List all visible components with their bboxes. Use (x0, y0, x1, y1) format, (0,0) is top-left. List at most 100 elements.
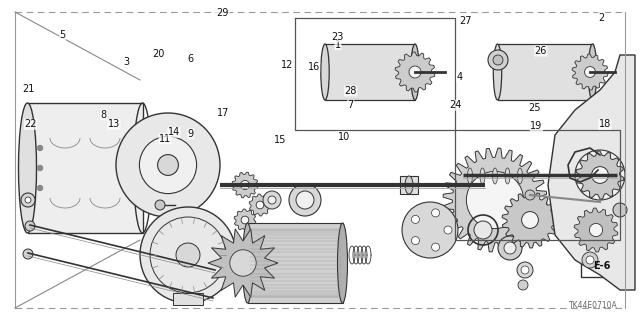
Text: 10: 10 (338, 132, 351, 142)
Circle shape (263, 191, 281, 209)
Bar (173, 293, 203, 305)
Circle shape (38, 145, 42, 151)
Circle shape (412, 215, 419, 223)
Circle shape (584, 67, 595, 78)
Circle shape (504, 242, 516, 254)
Circle shape (241, 181, 250, 189)
Text: 20: 20 (152, 49, 165, 59)
Text: 8: 8 (100, 110, 107, 120)
Polygon shape (574, 208, 618, 252)
Ellipse shape (411, 44, 419, 100)
Polygon shape (548, 55, 635, 290)
Text: 23: 23 (332, 32, 344, 42)
Circle shape (467, 171, 524, 229)
Circle shape (591, 167, 609, 183)
Circle shape (589, 223, 603, 237)
Circle shape (25, 197, 31, 203)
Circle shape (116, 113, 220, 217)
Circle shape (588, 163, 612, 187)
Polygon shape (502, 192, 558, 248)
Bar (248, 223, 342, 303)
Text: 25: 25 (528, 103, 541, 114)
Text: 6: 6 (188, 54, 194, 64)
Text: 27: 27 (460, 16, 472, 26)
Circle shape (582, 252, 598, 268)
Bar (581, 255, 624, 277)
Text: TK44E0710A: TK44E0710A (569, 301, 618, 310)
Polygon shape (395, 52, 435, 92)
Text: E-6: E-6 (593, 261, 611, 271)
Circle shape (289, 184, 321, 216)
Circle shape (525, 190, 535, 200)
Text: 22: 22 (24, 119, 37, 130)
Text: 11: 11 (159, 134, 172, 144)
Ellipse shape (19, 103, 36, 233)
Bar (400, 176, 418, 194)
Polygon shape (576, 151, 624, 199)
Circle shape (444, 226, 452, 234)
Circle shape (412, 237, 419, 245)
Circle shape (38, 186, 42, 190)
Ellipse shape (588, 44, 596, 100)
Polygon shape (232, 172, 258, 198)
Circle shape (256, 201, 264, 209)
Circle shape (518, 280, 528, 290)
Text: 1: 1 (335, 40, 341, 50)
Polygon shape (208, 229, 278, 297)
Circle shape (522, 211, 538, 228)
Circle shape (268, 196, 276, 204)
Circle shape (176, 243, 200, 267)
Circle shape (498, 236, 522, 260)
Circle shape (25, 221, 35, 231)
Circle shape (488, 50, 508, 70)
Polygon shape (572, 54, 608, 90)
Text: 4: 4 (456, 71, 463, 82)
Ellipse shape (243, 223, 253, 303)
Ellipse shape (493, 44, 502, 100)
Polygon shape (234, 209, 256, 231)
Circle shape (21, 193, 35, 207)
Text: 12: 12 (280, 60, 293, 70)
Ellipse shape (518, 168, 522, 184)
Polygon shape (249, 194, 271, 216)
Text: 16: 16 (307, 62, 320, 72)
Text: 17: 17 (216, 108, 229, 118)
Text: 26: 26 (534, 46, 547, 56)
Text: 18: 18 (598, 119, 611, 130)
Text: 15: 15 (274, 135, 287, 145)
Circle shape (23, 249, 33, 259)
Circle shape (402, 202, 458, 258)
Polygon shape (443, 148, 547, 252)
Bar (325, 44, 415, 100)
Text: 19: 19 (530, 121, 543, 131)
Circle shape (521, 266, 529, 274)
Text: 29: 29 (216, 8, 229, 18)
Text: 28: 28 (344, 86, 357, 96)
Circle shape (517, 262, 533, 278)
Ellipse shape (321, 44, 329, 100)
Bar (28, 103, 143, 233)
Circle shape (296, 191, 314, 209)
Circle shape (140, 207, 236, 303)
Ellipse shape (493, 168, 497, 184)
Circle shape (241, 216, 249, 224)
Text: 7: 7 (348, 100, 354, 110)
Text: 24: 24 (449, 100, 462, 110)
Ellipse shape (405, 176, 413, 194)
Ellipse shape (337, 223, 348, 303)
Circle shape (594, 158, 602, 166)
Text: 5: 5 (60, 30, 66, 40)
Ellipse shape (480, 168, 485, 184)
Text: 9: 9 (188, 129, 194, 139)
Circle shape (38, 166, 42, 170)
Circle shape (431, 209, 440, 217)
Circle shape (230, 250, 256, 276)
Circle shape (140, 137, 196, 194)
Circle shape (431, 243, 440, 251)
Ellipse shape (467, 168, 472, 184)
Circle shape (613, 203, 627, 217)
Circle shape (155, 200, 165, 210)
Ellipse shape (505, 168, 510, 184)
Circle shape (575, 150, 625, 200)
Circle shape (493, 55, 503, 65)
